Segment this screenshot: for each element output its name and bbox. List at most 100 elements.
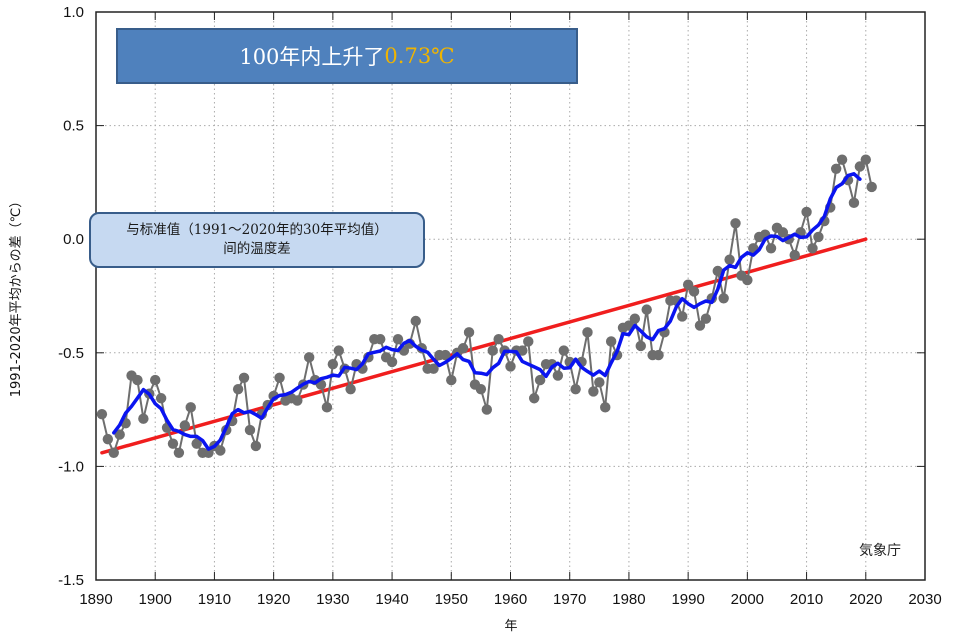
x-axis-title: 年 — [504, 619, 517, 634]
banner-value: 0.73℃ — [384, 44, 455, 68]
grid-lines — [96, 12, 925, 580]
annual-anomaly-point — [588, 386, 599, 397]
annual-anomaly-point — [232, 383, 244, 395]
annual-anomaly-point — [138, 413, 149, 424]
annual-anomaly-point — [653, 349, 664, 361]
trend-line — [100, 237, 868, 455]
annual-anomaly-point — [463, 327, 475, 338]
x-tick-label: 1890 — [79, 591, 112, 608]
y-tick-label: 0.5 — [63, 118, 84, 135]
annual-anomaly-point — [848, 197, 860, 209]
annual-anomaly-point — [836, 154, 848, 165]
y-axis-title: 1991-2020年平均からの差（℃） — [9, 195, 24, 397]
annual-anomaly-point — [345, 383, 356, 395]
annual-anomaly-point — [523, 336, 534, 347]
annual-anomaly-point — [860, 154, 871, 165]
x-tick-label: 1950 — [435, 591, 468, 608]
annual-anomaly-point — [244, 424, 256, 436]
x-tick-label: 2020 — [849, 591, 882, 608]
annual-anomaly-point — [801, 206, 812, 218]
annual-anomaly-point — [150, 374, 161, 386]
note-line-2: 间的温度差 — [223, 241, 291, 257]
banner-prefix: 100年内上升了 — [239, 45, 385, 69]
annual-anomaly-point — [534, 374, 546, 386]
annual-anomaly-point — [102, 433, 114, 445]
annual-anomaly-point — [155, 393, 167, 404]
annual-anomaly-point — [173, 447, 185, 458]
annual-anomaly-point — [238, 372, 250, 383]
annual-anomaly-point — [493, 333, 504, 345]
x-tick-label: 1990 — [671, 591, 704, 608]
annual-anomaly-point — [629, 313, 641, 324]
annual-anomaly-point — [807, 243, 818, 254]
x-tick-label: 1940 — [375, 591, 408, 608]
baseline-note: 与标准值（1991～2020年的30年平均值） 间的温度差 — [89, 212, 425, 268]
annual-anomaly-point — [132, 374, 143, 386]
annual-series-layer — [96, 154, 877, 458]
annual-anomaly-point — [724, 254, 735, 265]
annual-anomaly-point — [440, 349, 451, 361]
annual-anomaly-point — [742, 274, 753, 286]
annual-anomaly-point — [777, 227, 789, 238]
moving-average-line — [112, 172, 862, 451]
annual-anomaly-point — [570, 383, 581, 395]
annual-anomaly-point — [303, 352, 315, 363]
note-line-1: 与标准值（1991～2020年的30年平均值） — [126, 222, 388, 238]
annual-anomaly-point — [700, 313, 712, 324]
annual-anomaly-point — [203, 447, 214, 458]
x-axis-ticks: 1890 1900 1910 1920 1930 1940 1950 1960 1970 1980… — [79, 12, 942, 608]
annual-anomaly-point — [813, 231, 824, 243]
annual-anomaly-point — [108, 447, 119, 458]
annual-anomaly-point — [528, 393, 540, 404]
trend-banner: 100年内上升了 0.73℃ — [116, 28, 578, 84]
y-tick-label: -1.0 — [58, 458, 84, 475]
annual-anomaly-point — [179, 420, 191, 431]
annual-anomaly-point — [457, 343, 469, 354]
y-tick-label: 1.0 — [63, 4, 84, 21]
annual-anomaly-point — [292, 395, 303, 406]
x-tick-label: 1960 — [494, 591, 527, 608]
annual-anomaly-point — [481, 404, 493, 415]
annual-anomaly-point — [605, 336, 617, 347]
x-tick-label: 1920 — [257, 591, 290, 608]
annual-anomaly-point — [475, 383, 487, 395]
annual-anomaly-point — [446, 374, 457, 386]
x-tick-label: 1910 — [198, 591, 231, 608]
annual-anomaly-point — [682, 279, 694, 290]
annual-anomaly-point — [386, 356, 398, 368]
annual-anomaly-point — [274, 372, 285, 383]
x-tick-label: 1980 — [612, 591, 645, 608]
annual-anomaly-point — [250, 440, 262, 452]
annual-anomaly-point — [718, 293, 729, 304]
annual-anomaly-point — [517, 345, 528, 356]
annual-anomaly-point — [677, 311, 688, 322]
annual-anomaly-point — [641, 304, 652, 315]
annual-anomaly-point — [410, 315, 421, 327]
annual-anomaly-point — [765, 243, 777, 254]
x-tick-label: 2000 — [731, 591, 764, 608]
annual-anomaly-point — [789, 249, 800, 261]
annual-anomaly-point — [866, 181, 877, 193]
annual-anomaly-point — [114, 429, 125, 440]
annual-anomaly-point — [854, 161, 866, 172]
y-tick-label: 0.0 — [63, 231, 84, 248]
x-tick-label: 1900 — [139, 591, 172, 608]
annual-anomaly-point — [392, 333, 404, 345]
annual-anomaly-point — [167, 438, 179, 449]
x-tick-label: 1930 — [316, 591, 349, 608]
annual-anomaly-point — [582, 327, 593, 338]
x-tick-label: 2010 — [790, 591, 823, 608]
annual-anomaly-point — [600, 402, 611, 413]
credit-label: 気象庁 — [859, 543, 901, 559]
annual-anomaly-point — [635, 340, 646, 352]
annual-anomaly-point — [487, 345, 498, 356]
x-tick-label: 1970 — [553, 591, 586, 608]
annual-anomaly-point — [552, 370, 564, 381]
trend-line-layer — [100, 237, 868, 455]
annual-anomaly-point — [375, 333, 386, 345]
annual-anomaly-point — [333, 345, 344, 356]
annual-anomaly-point — [321, 402, 333, 413]
annual-anomaly-point — [830, 163, 842, 174]
annual-anomaly-point — [688, 286, 700, 297]
